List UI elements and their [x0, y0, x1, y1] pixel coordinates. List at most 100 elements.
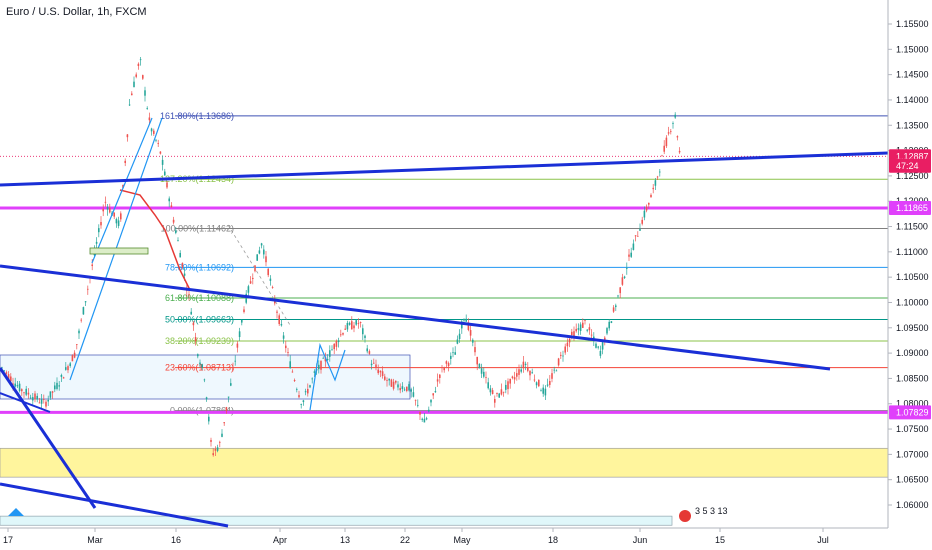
candle-body	[73, 352, 76, 358]
candle-body	[137, 63, 140, 66]
candle-body	[518, 369, 520, 375]
candle-body	[183, 273, 186, 276]
candle-body	[144, 90, 146, 96]
candle-body	[219, 441, 221, 443]
candle-body	[194, 337, 197, 342]
candle-body	[560, 354, 562, 356]
candle-body	[276, 311, 278, 313]
candle-body	[25, 388, 27, 395]
candle-body	[524, 363, 527, 366]
fib-label: 23.60%(1.08713)	[165, 363, 234, 373]
candle-body	[69, 363, 71, 366]
price-tick-label: 1.07500	[896, 424, 929, 434]
candle-body	[652, 187, 654, 190]
candle-body	[285, 345, 287, 349]
candle-body	[575, 328, 577, 332]
candle-body	[348, 322, 351, 325]
candle-body	[516, 373, 518, 377]
candle-body	[326, 358, 329, 361]
candle-body	[595, 343, 597, 348]
candle-body	[7, 374, 10, 380]
candle-body	[342, 333, 344, 335]
candle-body	[533, 379, 536, 381]
candle-body	[474, 347, 476, 353]
candle-body	[243, 309, 245, 313]
lower-zone	[0, 515, 673, 526]
candle-body	[274, 299, 276, 304]
fib-label: 38.20%(1.09239)	[165, 336, 234, 346]
candle-body	[639, 229, 641, 231]
candle-body	[628, 254, 630, 257]
candle-body	[36, 395, 38, 400]
candle-body	[553, 369, 555, 371]
candle-body	[630, 252, 632, 257]
candle-body	[258, 250, 261, 254]
candle-body	[351, 321, 353, 330]
candle-body	[168, 198, 170, 202]
resistance-trendline	[0, 151, 889, 187]
price-tick-label: 1.15500	[896, 19, 929, 29]
candle-body	[461, 321, 463, 329]
candle-body	[139, 59, 142, 61]
candle-body	[421, 418, 423, 420]
candle-body	[76, 344, 78, 345]
candle-body	[197, 354, 199, 357]
candle-body	[128, 104, 131, 106]
candle-body	[408, 384, 410, 391]
candle-body	[399, 388, 401, 391]
candle-body	[370, 363, 373, 366]
candle-body	[124, 160, 126, 163]
candle-body	[643, 210, 646, 218]
candle-body	[333, 343, 335, 350]
candle-body	[102, 208, 104, 212]
candle-body	[674, 114, 676, 118]
candle-body	[397, 384, 399, 388]
candle-body	[304, 391, 307, 393]
candle-body	[626, 268, 628, 269]
candle-body	[181, 262, 184, 268]
candle-body	[423, 418, 426, 423]
candle-body	[586, 329, 588, 331]
candle-body	[29, 397, 32, 399]
candle-body	[375, 364, 377, 368]
candle-body	[43, 399, 45, 400]
price-tag	[889, 405, 931, 420]
support-zone	[0, 447, 889, 478]
candle-body	[417, 404, 419, 406]
candle-body	[463, 319, 465, 321]
candle-body	[177, 240, 179, 242]
candle-body	[542, 387, 544, 394]
candle-body	[617, 295, 619, 297]
candle-body	[467, 322, 470, 330]
candle-body	[133, 81, 135, 88]
candle-body	[212, 453, 214, 456]
candle-body	[406, 386, 408, 391]
candle-body	[98, 228, 100, 233]
candle-body	[522, 361, 525, 369]
candle-body	[379, 370, 382, 373]
candle-body	[650, 194, 652, 198]
candle-body	[568, 338, 571, 343]
candle-body	[663, 145, 665, 152]
candle-body	[159, 151, 162, 154]
candle-body	[579, 324, 582, 331]
candle-body	[40, 399, 43, 404]
price-tag	[889, 158, 931, 173]
candle-body	[645, 206, 648, 211]
candle-body	[432, 393, 434, 396]
candle-body	[665, 137, 668, 147]
candle-body	[122, 184, 124, 188]
candle-body	[538, 379, 540, 387]
event-labels: 3 5 3 13	[695, 506, 728, 516]
small-box	[89, 247, 149, 255]
candle-body	[544, 388, 547, 396]
candle-body	[590, 334, 593, 336]
candle-body	[280, 323, 283, 326]
candle-body	[353, 325, 355, 329]
fib-label: 100.00%(1.11462)	[161, 223, 234, 233]
candle-body	[10, 376, 12, 382]
candle-body	[166, 182, 168, 188]
candle-body	[612, 307, 615, 312]
candle-body	[291, 371, 294, 373]
